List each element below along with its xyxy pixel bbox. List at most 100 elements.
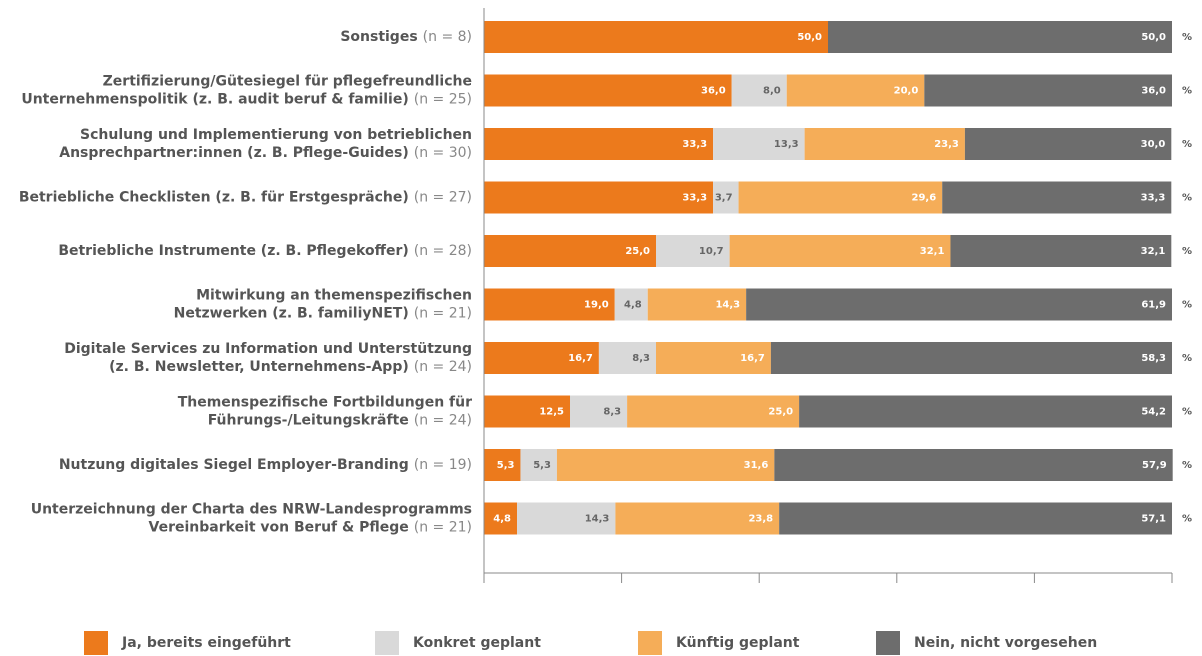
- legend-swatch: [876, 631, 900, 655]
- bar-segment: [942, 181, 1172, 214]
- category-line: Betriebliche Instrumente (z. B. Pflegeko…: [58, 243, 408, 259]
- bar-segment: [484, 395, 570, 428]
- value-label: 8,3: [603, 407, 621, 418]
- bar-segment: [804, 128, 965, 160]
- value-label: 4,8: [624, 300, 642, 311]
- bar-segment: [950, 235, 1172, 267]
- category-label: Schulung und Implementierung von betrieb…: [80, 127, 472, 143]
- value-label: 36,0: [1141, 86, 1166, 97]
- value-label: 19,0: [584, 300, 609, 311]
- value-label: 5,3: [533, 460, 551, 471]
- bar-segment: [484, 74, 732, 107]
- value-label: 33,3: [682, 139, 707, 150]
- value-label: 33,3: [682, 193, 707, 204]
- value-label: 61,9: [1141, 300, 1166, 311]
- category-line: Zertifizierung/Gütesiegel für pflegefreu…: [103, 74, 472, 90]
- bar-segment: [731, 74, 787, 107]
- bar-segment: [598, 342, 656, 374]
- bar-segment: [520, 449, 557, 481]
- category-n: (n = 27): [414, 190, 472, 206]
- bar-segment: [713, 181, 739, 214]
- unit-label: %: [1182, 246, 1192, 257]
- category-label: (z. B. Newsletter, Unternehmens-App) (n =…: [109, 359, 472, 375]
- legend-swatch: [638, 631, 662, 655]
- category-line: Digitale Services zu Information und Unt…: [64, 341, 472, 357]
- bar-segment: [770, 342, 1172, 374]
- value-label: 32,1: [1141, 246, 1166, 257]
- category-label: Themenspezifische Fortbildungen für: [178, 395, 472, 411]
- category-n: (n = 8): [423, 29, 472, 45]
- unit-label: %: [1182, 193, 1192, 204]
- category-line: Betriebliche Checklisten (z. B. für Erst…: [19, 190, 409, 206]
- legend-swatch: [84, 631, 108, 655]
- value-label: 8,0: [763, 86, 781, 97]
- value-label: 3,7: [715, 193, 733, 204]
- bar-segment: [786, 74, 925, 107]
- value-label: 20,0: [894, 86, 919, 97]
- category-line: Themenspezifische Fortbildungen für: [178, 395, 472, 411]
- value-label: 14,3: [715, 300, 740, 311]
- category-label: Nutzung digitales Siegel Employer-Brandi…: [59, 457, 472, 473]
- unit-label: %: [1182, 514, 1192, 525]
- category-line: (z. B. Newsletter, Unternehmens-App): [109, 359, 409, 375]
- bar-segment: [484, 235, 656, 267]
- value-label: 23,8: [748, 514, 773, 525]
- unit-label: %: [1182, 86, 1192, 97]
- bar-segment: [627, 395, 800, 428]
- bar-segment: [746, 288, 1172, 321]
- bar-segment: [774, 449, 1173, 481]
- category-n: (n = 21): [414, 306, 472, 322]
- unit-label: %: [1182, 32, 1192, 43]
- category-label: Betriebliche Instrumente (z. B. Pflegeko…: [58, 243, 472, 259]
- category-n: (n = 24): [414, 413, 472, 429]
- category-line: Nutzung digitales Siegel Employer-Brandi…: [59, 457, 409, 473]
- category-line: Unternehmenspolitik (z. B. audit beruf &…: [21, 92, 408, 108]
- category-line: Unterzeichnung der Charta des NRW-Landes…: [31, 502, 472, 518]
- category-label: Zertifizierung/Gütesiegel für pflegefreu…: [103, 74, 472, 90]
- value-label: 33,3: [1141, 193, 1166, 204]
- value-label: 50,0: [1141, 32, 1166, 43]
- category-n: (n = 30): [414, 145, 472, 161]
- category-n: (n = 19): [414, 457, 472, 473]
- unit-label: %: [1182, 139, 1192, 150]
- value-label: 16,7: [568, 353, 593, 364]
- value-label: 25,0: [625, 246, 650, 257]
- category-line: Schulung und Implementierung von betrieb…: [80, 127, 472, 143]
- category-n: (n = 28): [414, 243, 472, 259]
- value-label: 58,3: [1141, 353, 1166, 364]
- category-line: Ansprechpartner:innen (z. B. Pflege-Guid…: [59, 145, 409, 161]
- value-label: 32,1: [920, 246, 945, 257]
- value-label: 16,7: [740, 353, 765, 364]
- legend-label: Künftig geplant: [676, 635, 800, 651]
- legend-label: Konkret geplant: [413, 635, 541, 651]
- category-line: Sonstiges: [340, 29, 417, 45]
- value-label: 10,7: [699, 246, 724, 257]
- value-label: 50,0: [797, 32, 822, 43]
- category-label: Mitwirkung an themenspezifischen: [196, 288, 472, 304]
- value-label: 54,2: [1141, 407, 1166, 418]
- value-label: 31,6: [744, 460, 769, 471]
- value-label: 8,3: [632, 353, 650, 364]
- bar-segment: [656, 235, 730, 267]
- bar-segment: [799, 395, 1172, 428]
- value-label: 12,5: [539, 407, 564, 418]
- value-label: 23,3: [934, 139, 959, 150]
- category-label: Unterzeichnung der Charta des NRW-Landes…: [31, 502, 472, 518]
- value-label: 14,3: [585, 514, 610, 525]
- category-label: Ansprechpartner:innen (z. B. Pflege-Guid…: [59, 145, 472, 161]
- value-label: 57,1: [1141, 514, 1166, 525]
- bar-segment: [964, 128, 1172, 160]
- value-label: 4,8: [493, 514, 511, 525]
- category-line: Führungs-/Leitungskräfte: [208, 413, 409, 429]
- category-label: Führungs-/Leitungskräfte (n = 24): [208, 413, 472, 429]
- category-label: Unternehmenspolitik (z. B. audit beruf &…: [21, 92, 472, 108]
- unit-label: %: [1182, 407, 1192, 418]
- value-label: 29,6: [912, 193, 937, 204]
- value-label: 30,0: [1141, 139, 1166, 150]
- bar-segment: [570, 395, 628, 428]
- bar-segment: [738, 181, 943, 214]
- unit-label: %: [1182, 300, 1192, 311]
- category-line: Netzwerken (z. B. familiyNET): [174, 306, 409, 322]
- bar-segment: [556, 449, 775, 481]
- bar-segment: [484, 288, 615, 321]
